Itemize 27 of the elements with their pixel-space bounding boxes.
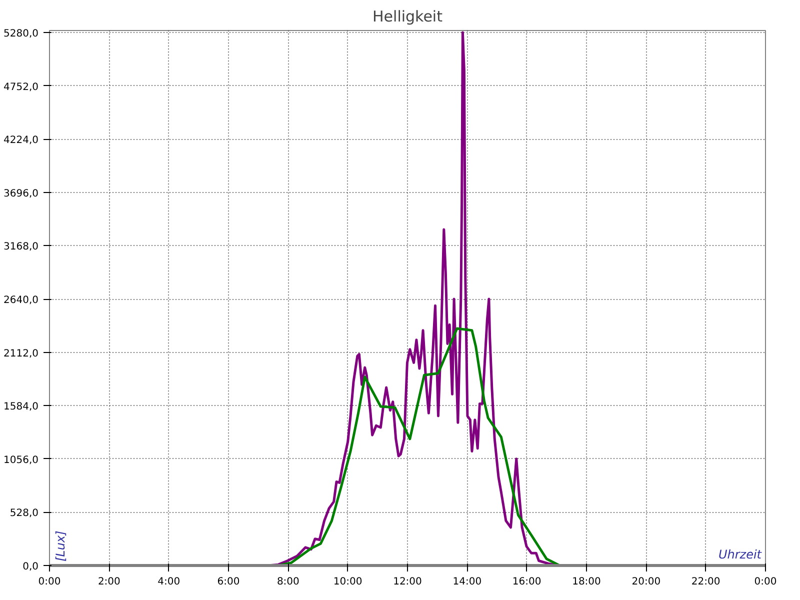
y-tick-label: 3168,0 (4, 242, 39, 253)
x-tick-label: 22:00 (691, 576, 720, 588)
x-axis-title: Uhrzeit (718, 548, 763, 562)
x-tick-label: 12:00 (393, 576, 422, 588)
y-tick-label: 1056,0 (4, 454, 39, 466)
y-tick-label: 5280,0 (4, 28, 39, 40)
y-tick-label: 0,0 (22, 562, 39, 572)
x-tick-label: 4:00 (158, 576, 180, 588)
x-tick-label: 6:00 (217, 576, 240, 588)
x-tick-label: 16:00 (512, 576, 542, 588)
x-tick-label: 14:00 (452, 576, 482, 588)
chart-title: Helligkeit (372, 8, 443, 26)
y-axis-title: [Lux] (54, 530, 68, 562)
y-tick-label: 2112,0 (4, 348, 39, 360)
y-tick-label: 1584,0 (4, 402, 39, 413)
x-tick-label: 0:00 (38, 576, 61, 588)
x-tick-label: 2:00 (98, 576, 120, 588)
y-tick-label: 4752,0 (4, 82, 39, 93)
x-tick-label: 10:00 (333, 576, 362, 588)
y-tick-label: 3696,0 (4, 188, 39, 200)
x-tick-label: 20:00 (632, 576, 661, 588)
x-tick-label: 8:00 (276, 576, 300, 588)
y-tick-label: 4224,0 (4, 135, 39, 146)
x-tick-label: 0:00 (754, 576, 777, 588)
y-tick-label: 528,0 (10, 508, 39, 520)
y-tick-label: 2640,0 (4, 295, 39, 306)
x-tick-label: 18:00 (572, 576, 601, 588)
